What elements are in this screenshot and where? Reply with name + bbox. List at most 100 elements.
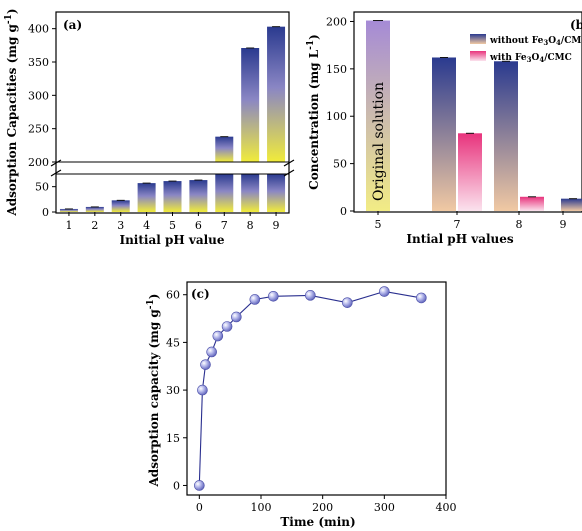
y-tick-label: 100 <box>326 110 347 123</box>
bar-group <box>59 208 78 212</box>
bar-lower-part <box>267 174 286 212</box>
bar-group <box>163 180 182 212</box>
legend-swatch-with <box>470 51 486 61</box>
y-tick-label: 300 <box>28 89 49 102</box>
panel-c-y-axis-label: Adsorption capacity (mg g-1) <box>146 293 161 487</box>
bar <box>494 61 518 212</box>
y-tick-label: 200 <box>28 156 49 169</box>
bar-group <box>241 47 260 212</box>
bar-original-solution <box>366 20 390 212</box>
x-tick-label: 6 <box>195 219 202 232</box>
legend-label-with: with Fe3O4/CMC <box>489 53 572 64</box>
bar <box>458 133 482 211</box>
panel-a-label: (a) <box>63 18 82 32</box>
y-tick-label: 250 <box>28 123 49 136</box>
x-tick-label: 2 <box>91 219 98 232</box>
legend-swatch-without <box>470 34 486 44</box>
y-tick-label: 30 <box>166 384 180 397</box>
data-point <box>194 480 205 491</box>
bar-group <box>432 56 456 211</box>
x-tick-label: 1 <box>65 219 72 232</box>
bar-group <box>85 206 104 212</box>
panel-c-y-ticks: 0 15 30 45 60 <box>166 289 187 492</box>
y-tick-label: 50 <box>35 181 49 194</box>
panel-b-y-axis-label: Concentration (mg L-1) <box>306 34 321 190</box>
y-tick-label: 200 <box>326 15 347 28</box>
data-point <box>200 359 211 370</box>
y-tick-label: 150 <box>326 63 347 76</box>
bar <box>59 208 78 212</box>
panel-c-x-ticks: 0 100 200 300 400 <box>196 495 457 514</box>
x-tick-label: 9 <box>560 218 567 231</box>
data-point <box>342 297 353 308</box>
bar-group <box>561 198 582 211</box>
bar <box>189 180 208 212</box>
x-tick-label: 8 <box>247 219 254 232</box>
panel-a-y-ticks: 0 50 200 250 300 350 400 <box>28 23 56 219</box>
panel-a-axis-break <box>50 159 295 177</box>
bar-group <box>215 136 234 212</box>
x-tick-label: 200 <box>312 501 333 514</box>
panel-b-x-ticks: 5 7 8 9 <box>375 211 567 231</box>
x-tick-label: 100 <box>251 501 272 514</box>
panel-b-y-ticks: 0 50 100 150 200 <box>326 15 354 218</box>
panel-b-legend: without Fe3O4/CMC with Fe3O4/CMC <box>470 34 582 64</box>
panel-b-frame <box>353 11 582 213</box>
panel-a-x-axis-label: Initial pH value <box>119 233 224 247</box>
bar <box>267 26 286 162</box>
panel-a: (a) 0 50 200 250 300 350 400 1 2 3 4 5 6 7 8 9 Initial… <box>4 8 295 247</box>
y-tick-label: 0 <box>42 206 49 219</box>
y-tick-label: 400 <box>28 23 49 36</box>
bar-group <box>267 26 286 212</box>
x-tick-label: 3 <box>117 219 124 232</box>
y-tick-label: 50 <box>333 158 347 171</box>
bar-group <box>520 196 544 211</box>
panel-c-series <box>194 286 427 491</box>
x-tick-label: 7 <box>454 218 461 231</box>
x-tick-label: 300 <box>374 501 395 514</box>
data-point <box>305 290 316 301</box>
panel-a-x-ticks: 1 2 3 4 5 6 7 8 9 <box>65 212 280 232</box>
data-point <box>249 294 261 305</box>
data-point <box>231 311 242 323</box>
original-solution-label: Original solution <box>371 82 387 201</box>
axis-break-gap <box>57 163 288 173</box>
bar-group <box>111 199 130 212</box>
x-tick-label: 9 <box>273 219 280 232</box>
panel-a-y-axis-label: Adsorption Capacities (mg g-1) <box>4 8 19 216</box>
bar-group <box>494 60 518 212</box>
bar-group <box>137 182 156 212</box>
panel-c-x-axis-label: Time (min) <box>280 515 355 529</box>
panel-b-x-axis-label: Intial pH values <box>406 232 514 246</box>
bar <box>215 136 234 162</box>
panel-c-label: (c) <box>191 287 210 301</box>
data-point <box>379 286 390 297</box>
y-tick-label: 350 <box>28 56 49 69</box>
bar <box>432 57 456 211</box>
data-point <box>197 384 208 396</box>
x-tick-label: 0 <box>196 501 203 514</box>
x-tick-label: 4 <box>143 219 150 232</box>
data-point <box>416 292 427 304</box>
bar <box>111 200 130 212</box>
panel-c: (c) 0 15 30 45 60 0 100 200 300 400 Time (min) A… <box>146 281 457 529</box>
y-tick-label: 60 <box>166 289 180 302</box>
bar-lower-part <box>241 174 260 212</box>
bar <box>241 48 260 162</box>
axis-break-mark-left <box>50 159 62 177</box>
x-tick-label: 5 <box>375 218 382 231</box>
x-tick-label: 400 <box>436 501 457 514</box>
bar-lower-part <box>215 174 234 212</box>
panel-c-frame <box>186 281 447 496</box>
axis-break-mark-right <box>283 159 295 177</box>
x-tick-label: 5 <box>169 219 176 232</box>
original-solution-group: Original solution <box>366 20 390 212</box>
bar-group <box>458 132 482 211</box>
data-point <box>221 321 233 332</box>
legend-label-without: without Fe3O4/CMC <box>489 36 582 47</box>
panel-a-bars <box>59 26 286 212</box>
bar <box>137 183 156 212</box>
y-tick-label: 0 <box>173 479 180 492</box>
